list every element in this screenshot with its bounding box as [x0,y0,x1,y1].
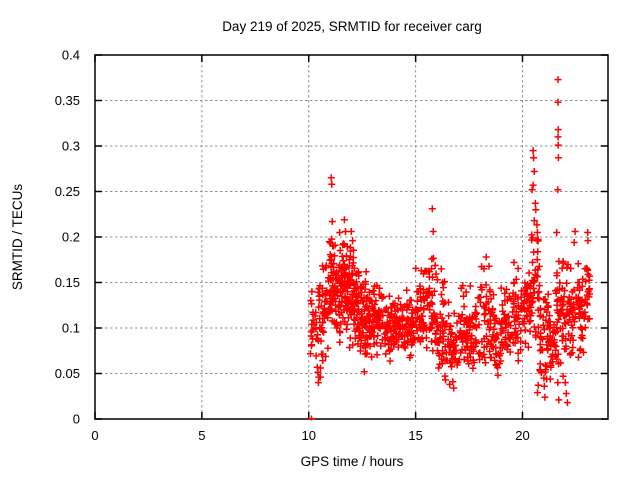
data-points [307,76,594,421]
chart-title: Day 219 of 2025, SRMTID for receiver car… [222,19,482,34]
y-tick-label: 0 [73,412,80,427]
y-tick-label: 0.1 [62,321,80,336]
y-tick-label: 0.35 [55,93,80,108]
y-tick-label: 0.4 [62,48,80,63]
x-tick-label: 20 [515,428,529,443]
y-axis-label: SRMTID / TECUs [10,184,25,291]
tick-labels: 0 5 10 15 20 0 0.05 0.1 0.15 0.2 0.25 0.3 0.35 0.4 [55,48,530,444]
x-tick-label: 0 [91,428,98,443]
x-tick-label: 15 [408,428,422,443]
y-tick-label: 0.25 [55,184,80,199]
y-tick-label: 0.05 [55,366,80,381]
srmtid-scatter-points [307,76,594,421]
x-tick-label: 5 [198,428,205,443]
x-tick-label: 10 [302,428,316,443]
axis-ticks [94,54,608,420]
y-tick-label: 0.15 [55,275,80,290]
y-tick-label: 0.3 [62,139,80,154]
x-axis-label: GPS time / hours [301,454,404,469]
y-tick-label: 0.2 [62,230,80,245]
